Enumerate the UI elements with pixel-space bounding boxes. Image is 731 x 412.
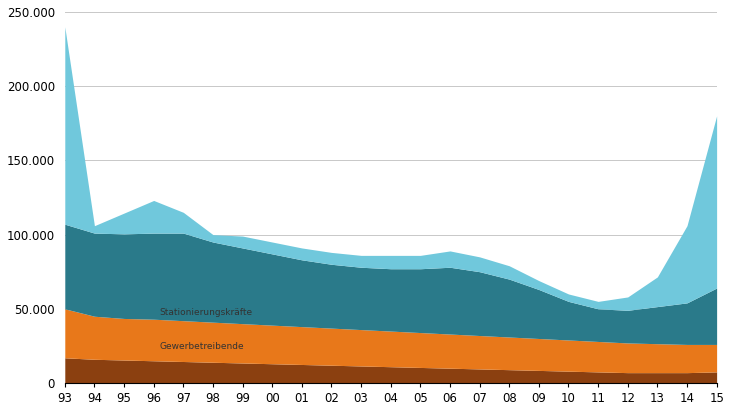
Text: Gewerbetreibende: Gewerbetreibende [159, 342, 244, 351]
Text: Stationierungskräfte: Stationierungskräfte [159, 308, 253, 317]
